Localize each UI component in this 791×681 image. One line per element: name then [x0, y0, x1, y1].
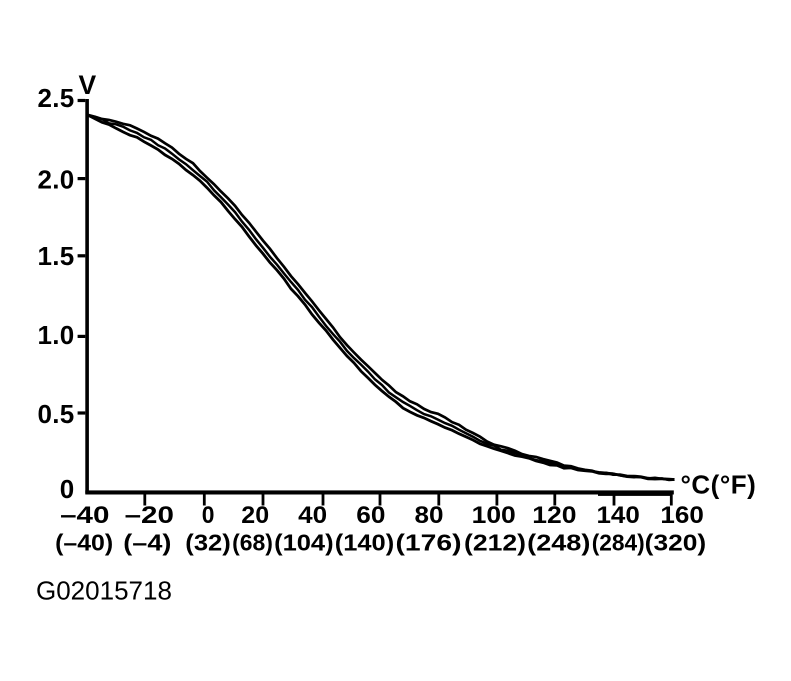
svg-text:(284): (284)	[592, 530, 645, 556]
svg-text:80: 80	[415, 502, 444, 529]
svg-text:40: 40	[298, 502, 327, 529]
svg-text:140: 140	[597, 502, 640, 529]
svg-text:2.0: 2.0	[37, 164, 74, 194]
svg-text:–40: –40	[60, 502, 109, 529]
svg-text:V: V	[79, 70, 97, 100]
svg-text:(32): (32)	[185, 530, 231, 556]
svg-text:(–4): (–4)	[123, 530, 171, 556]
svg-text:0.5: 0.5	[37, 399, 74, 429]
svg-text:160: 160	[660, 502, 703, 529]
svg-text:60: 60	[356, 502, 385, 529]
svg-text:1.0: 1.0	[37, 320, 74, 350]
svg-text:–20: –20	[125, 502, 174, 529]
svg-text:(320): (320)	[645, 530, 707, 556]
svg-text:0: 0	[60, 474, 75, 504]
svg-text:(68): (68)	[232, 530, 273, 556]
svg-text:20: 20	[241, 502, 269, 529]
svg-text:120: 120	[532, 502, 576, 529]
svg-text:2.5: 2.5	[37, 83, 74, 113]
svg-text:(212): (212)	[464, 530, 526, 556]
svg-text:G02015718: G02015718	[36, 576, 172, 606]
svg-text:(248): (248)	[527, 530, 590, 556]
svg-text:1.5: 1.5	[37, 241, 74, 271]
svg-text:(–40): (–40)	[55, 530, 113, 556]
svg-text:°C(°F): °C(°F)	[681, 469, 757, 499]
svg-text:(140): (140)	[335, 530, 394, 556]
svg-text:100: 100	[472, 502, 516, 529]
svg-text:(176): (176)	[396, 530, 462, 556]
svg-text:(104): (104)	[274, 530, 334, 556]
svg-text:0: 0	[202, 502, 215, 529]
